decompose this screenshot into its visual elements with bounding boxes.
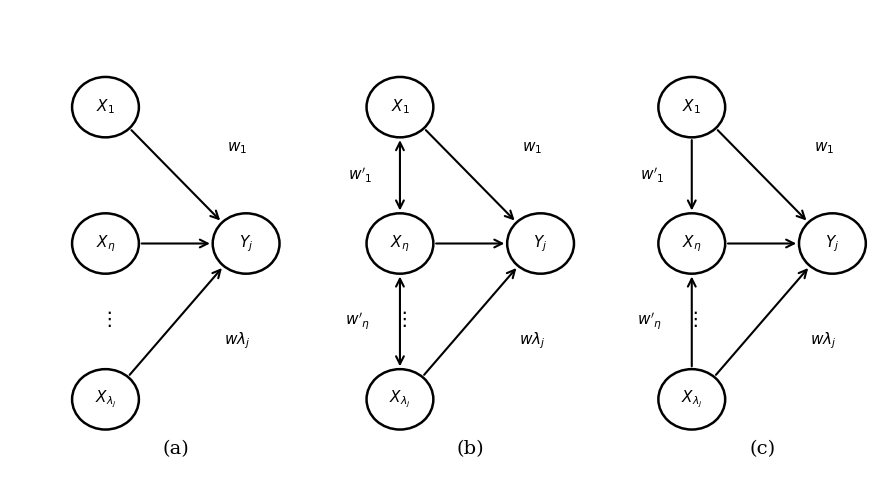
Text: $w_1$: $w_1$ (522, 141, 541, 156)
Text: $w'_1$: $w'_1$ (348, 166, 372, 185)
Text: $w_1$: $w_1$ (227, 141, 247, 156)
Text: $w'_1$: $w'_1$ (639, 166, 664, 185)
Text: $\vdots$: $\vdots$ (685, 309, 697, 329)
Ellipse shape (507, 213, 573, 274)
Text: (a): (a) (162, 440, 189, 458)
Text: $w\lambda_j$: $w\lambda_j$ (810, 331, 836, 351)
Text: $w_{\eta}$: $w_{\eta}$ (803, 223, 824, 240)
Text: $X_{\lambda_j}$: $X_{\lambda_j}$ (95, 389, 116, 410)
Ellipse shape (658, 369, 724, 430)
Text: (c): (c) (748, 440, 774, 458)
Ellipse shape (658, 213, 724, 274)
Ellipse shape (658, 77, 724, 137)
Text: $w'_{\eta}$: $w'_{\eta}$ (345, 311, 370, 332)
Text: $Y_j$: $Y_j$ (824, 233, 838, 254)
Ellipse shape (72, 213, 139, 274)
Text: $X_{\eta}$: $X_{\eta}$ (96, 233, 115, 254)
Text: $Y_j$: $Y_j$ (239, 233, 253, 254)
Text: $X_{\lambda_j}$: $X_{\lambda_j}$ (389, 389, 410, 410)
Text: $w_{\eta}$: $w_{\eta}$ (512, 223, 533, 240)
Text: $Y_j$: $Y_j$ (533, 233, 547, 254)
Text: $w\lambda_j$: $w\lambda_j$ (224, 331, 250, 351)
Text: $w_1$: $w_1$ (813, 141, 832, 156)
Text: $w_{\eta}$: $w_{\eta}$ (218, 223, 239, 240)
Text: $X_{\eta}$: $X_{\eta}$ (390, 233, 409, 254)
Text: $X_1$: $X_1$ (390, 98, 409, 116)
Text: $X_{\lambda_j}$: $X_{\lambda_j}$ (680, 389, 702, 410)
Text: (b): (b) (456, 440, 484, 458)
Ellipse shape (366, 213, 433, 274)
Ellipse shape (72, 77, 139, 137)
Text: $X_1$: $X_1$ (681, 98, 701, 116)
Text: $w\lambda_j$: $w\lambda_j$ (518, 331, 544, 351)
Text: $\vdots$: $\vdots$ (393, 309, 406, 329)
Ellipse shape (72, 369, 139, 430)
Text: $\vdots$: $\vdots$ (99, 309, 112, 329)
Text: $X_{\eta}$: $X_{\eta}$ (681, 233, 701, 254)
Ellipse shape (366, 77, 433, 137)
Ellipse shape (366, 369, 433, 430)
Text: $X_1$: $X_1$ (96, 98, 115, 116)
Text: $w'_{\eta}$: $w'_{\eta}$ (637, 311, 661, 332)
Ellipse shape (212, 213, 279, 274)
Ellipse shape (798, 213, 865, 274)
